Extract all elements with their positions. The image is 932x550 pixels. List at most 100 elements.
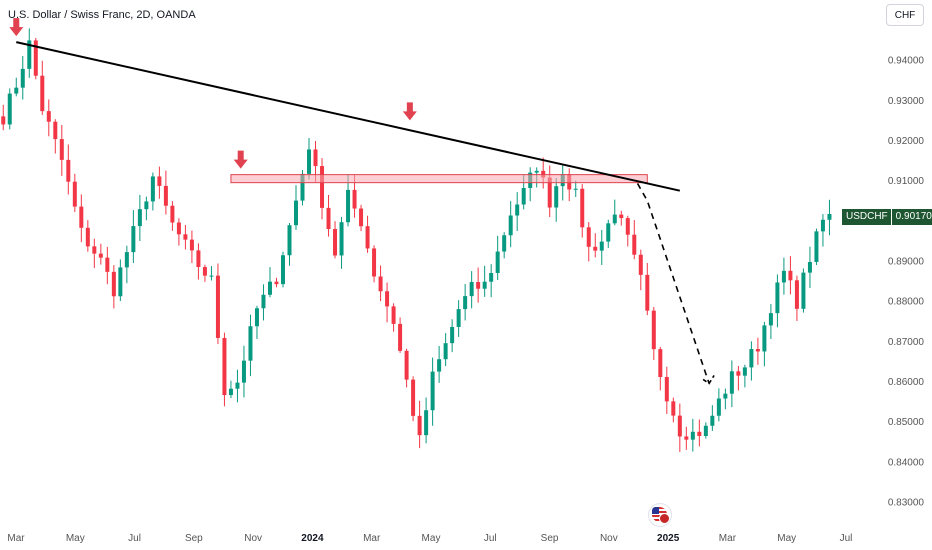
candle-body [72,181,77,207]
candle-body [690,431,695,440]
candle-body [118,267,123,297]
candle-body [365,226,370,249]
price-tag-value: 0.90170 [890,209,932,225]
candle-body [554,186,559,208]
candle-body [53,121,58,140]
time-tick-label: May [66,533,85,544]
price-axis[interactable]: 0.950000.940000.930000.920000.910000.900… [888,16,925,509]
time-tick-label: Jul [484,533,497,544]
candle-body [85,227,90,247]
candle-body [176,222,181,235]
candle-body [827,213,832,220]
price-tick-label: 0.88000 [888,297,925,308]
candle-body [280,255,285,285]
candle-body [736,371,741,376]
candle-body [729,371,734,394]
us-flag-icon[interactable] [648,503,672,527]
candle-body [814,231,819,262]
candle-body [320,166,325,208]
price-tick-label: 0.84000 [888,457,925,468]
candle-body [703,425,708,436]
candle-body [137,209,142,227]
candle-body [287,225,292,256]
candle-body [300,173,305,201]
time-tick-label: Nov [600,533,618,544]
candle-body [547,177,552,208]
candle-body [333,229,338,256]
candle-body [502,235,507,252]
candle-body [450,326,455,344]
candle-body [801,272,806,309]
candle-body [677,415,682,437]
candle-body [658,349,663,378]
candle-body [131,226,136,253]
down-arrow-icon [402,102,417,121]
candle-body [40,75,45,112]
candle-body [248,326,253,361]
candle-body [98,253,103,258]
candle-body [625,218,630,235]
candle-body [124,252,129,268]
resistance-zone-group [230,174,648,184]
candles-group [1,28,832,452]
candle-body [755,349,760,352]
price-tick-label: 0.86000 [888,377,925,388]
candle-body [762,325,767,352]
candle-body [105,257,110,272]
candle-body [385,291,390,307]
price-tick-label: 0.89000 [888,256,925,267]
candle-body [144,201,149,210]
candle-body [215,275,220,338]
candle-body [241,360,246,383]
candle-body [606,223,611,242]
candle-body [1,116,6,125]
candle-body [443,343,448,360]
price-tick-label: 0.93000 [888,96,925,107]
candle-body [638,254,643,275]
candle-body [820,219,825,232]
time-tick-label: 2025 [657,533,680,544]
candle-body [391,306,396,324]
candle-body [632,234,637,255]
chart-title: U.S. Dollar / Swiss Franc, 2D, OANDA [8,9,196,21]
price-tick-label: 0.85000 [888,417,925,428]
candle-body [469,282,474,297]
candle-body [788,270,793,281]
candle-body [254,308,259,327]
candle-body [202,267,207,276]
candle-body [716,398,721,416]
candle-body [33,40,38,76]
candle-body [534,170,539,173]
candle-body [157,176,162,186]
candle-body [183,234,188,240]
candle-body [580,188,585,228]
currency-button[interactable]: CHF [886,4,924,26]
time-tick-label: Nov [244,533,262,544]
candle-body [749,349,754,368]
candle-body [489,273,494,282]
candle-body [228,388,233,396]
candle-body [294,200,298,226]
down-arrow-icon [9,18,24,37]
candle-body [189,239,194,251]
candle-body [46,111,51,122]
candle-body [79,206,84,228]
time-axis[interactable]: Mar May Jul Sep Nov 2024 Mar May Jul Sep Nov 2025 Ma… [7,533,852,544]
candle-body [456,309,461,327]
candle-body [163,185,168,206]
time-tick-label: May [422,533,441,544]
candle-body [593,246,598,251]
time-tick-label: Jul [128,533,141,544]
time-tick-label: 2024 [301,533,324,544]
price-tag-symbol: USDCHF [842,209,891,225]
price-tick-label: 0.91000 [888,176,925,187]
candle-body [645,274,650,311]
candle-body [66,159,71,182]
candle-body [664,377,669,402]
candle-body [684,436,689,440]
candle-body [352,189,357,209]
candle-body [781,270,786,283]
trendline [16,41,681,192]
candle-body [794,280,799,309]
